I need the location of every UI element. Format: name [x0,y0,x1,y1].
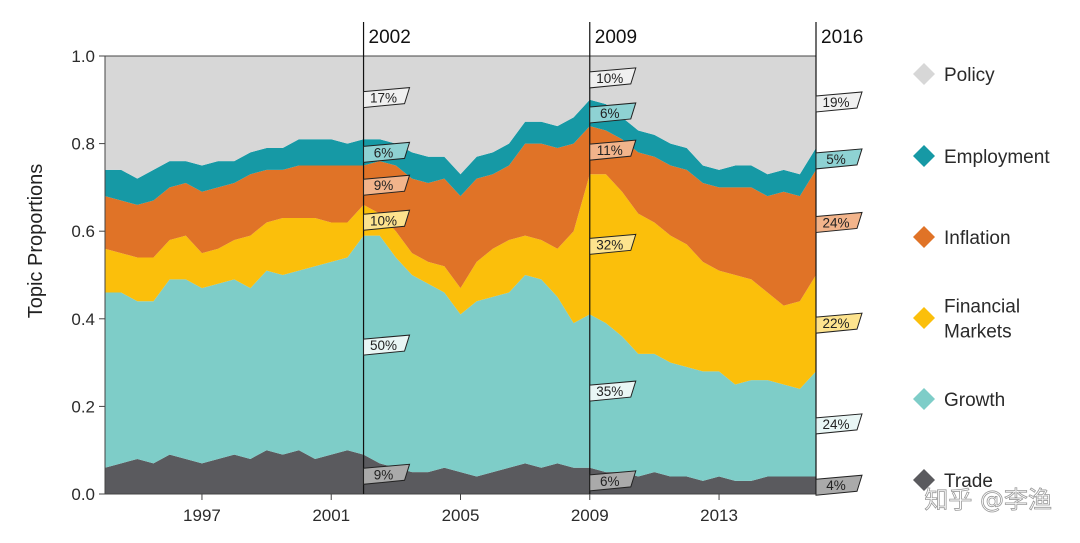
legend-swatch-inflation [913,226,935,248]
share-flag-financial-markets [815,312,863,334]
legend-label-policy: Policy [944,65,995,86]
y-tick-label: 1.0 [71,47,95,66]
share-flag-policy [589,67,637,89]
y-tick-label: 0.8 [71,135,95,154]
legend: Policy Employment Inflation Financial Market… [913,63,1050,492]
legend-swatch-trade [913,469,935,491]
share-label-trade: 9% [374,467,394,482]
year-marker-layer: 2002 17% 6% 9% 10% 50% 9% 2009 10% 6% 11% 32% 35% 6% 2… [362,22,863,496]
y-tick-label: 0.4 [71,310,95,329]
share-flag-employment [363,141,411,163]
x-tick-label: 2009 [571,506,609,525]
share-flag-employment [815,148,863,170]
legend-label-inflation: Inflation [944,228,1011,249]
legend-label-financial-markets: Markets [944,322,1012,343]
x-tick-label: 1997 [183,506,221,525]
share-flag-policy [815,91,863,113]
marker-year-label: 2002 [369,27,411,48]
share-label-policy: 10% [596,71,623,86]
share-label-inflation: 11% [597,143,623,158]
share-label-employment: 6% [374,145,394,160]
share-label-growth: 24% [822,417,849,432]
marker-year-label: 2016 [821,27,863,48]
y-tick-label: 0.2 [71,397,95,416]
area-inflation [105,126,816,306]
share-flag-inflation [589,139,637,161]
share-flag-inflation [815,211,863,233]
x-tick-label: 2005 [442,506,480,525]
share-flag-growth [589,380,637,402]
share-flag-policy [363,87,411,109]
marker-year-label: 2009 [595,27,637,48]
share-flag-trade [589,470,637,492]
share-flag-inflation [363,174,411,196]
area-financial-markets [105,174,816,389]
plot-frame: 0.0 0.2 0.4 0.6 0.8 1.0 1997 2001 2005 2009 2013 [71,47,817,525]
legend-label-growth: Growth [944,390,1005,411]
share-flag-trade [363,463,411,485]
share-label-policy: 17% [370,91,397,106]
share-flag-employment [589,102,637,124]
share-label-employment: 6% [600,106,620,121]
share-flag-growth [363,334,411,356]
area-policy [105,56,816,179]
x-tick-label: 2001 [312,506,350,525]
legend-label-employment: Employment [944,147,1050,168]
share-label-inflation: 24% [822,215,849,230]
y-tick-label: 0.6 [71,222,95,241]
share-label-policy: 19% [822,95,849,110]
legend-swatch-policy [913,63,935,85]
share-label-inflation: 9% [374,178,394,193]
area-employment [105,99,816,205]
y-tick-label: 0.0 [71,485,95,504]
legend-label-trade: Trade [944,471,993,492]
y-axis-label: Topic Proportions [25,164,47,319]
share-flag-growth [815,413,863,435]
legend-label-financial-markets: Financial [944,297,1020,318]
legend-swatch-employment [913,145,935,167]
share-flag-trade [815,474,863,496]
share-label-trade: 6% [600,474,620,489]
x-tick-label: 2013 [700,506,738,525]
area-growth [105,235,816,481]
share-label-financial-markets: 22% [822,316,849,331]
share-flag-financial-markets [589,233,637,255]
legend-swatch-growth [913,388,935,410]
share-label-trade: 4% [826,478,846,493]
share-label-financial-markets: 10% [370,213,397,228]
share-label-employment: 5% [826,152,846,167]
share-label-financial-markets: 32% [596,237,623,252]
legend-swatch-financial-markets [913,307,935,329]
share-label-growth: 50% [370,338,397,353]
watermark: 知乎 @李渔 [924,486,1052,514]
stacked-area-layer [105,56,816,494]
share-label-growth: 35% [596,384,623,399]
share-flag-financial-markets [363,209,411,231]
